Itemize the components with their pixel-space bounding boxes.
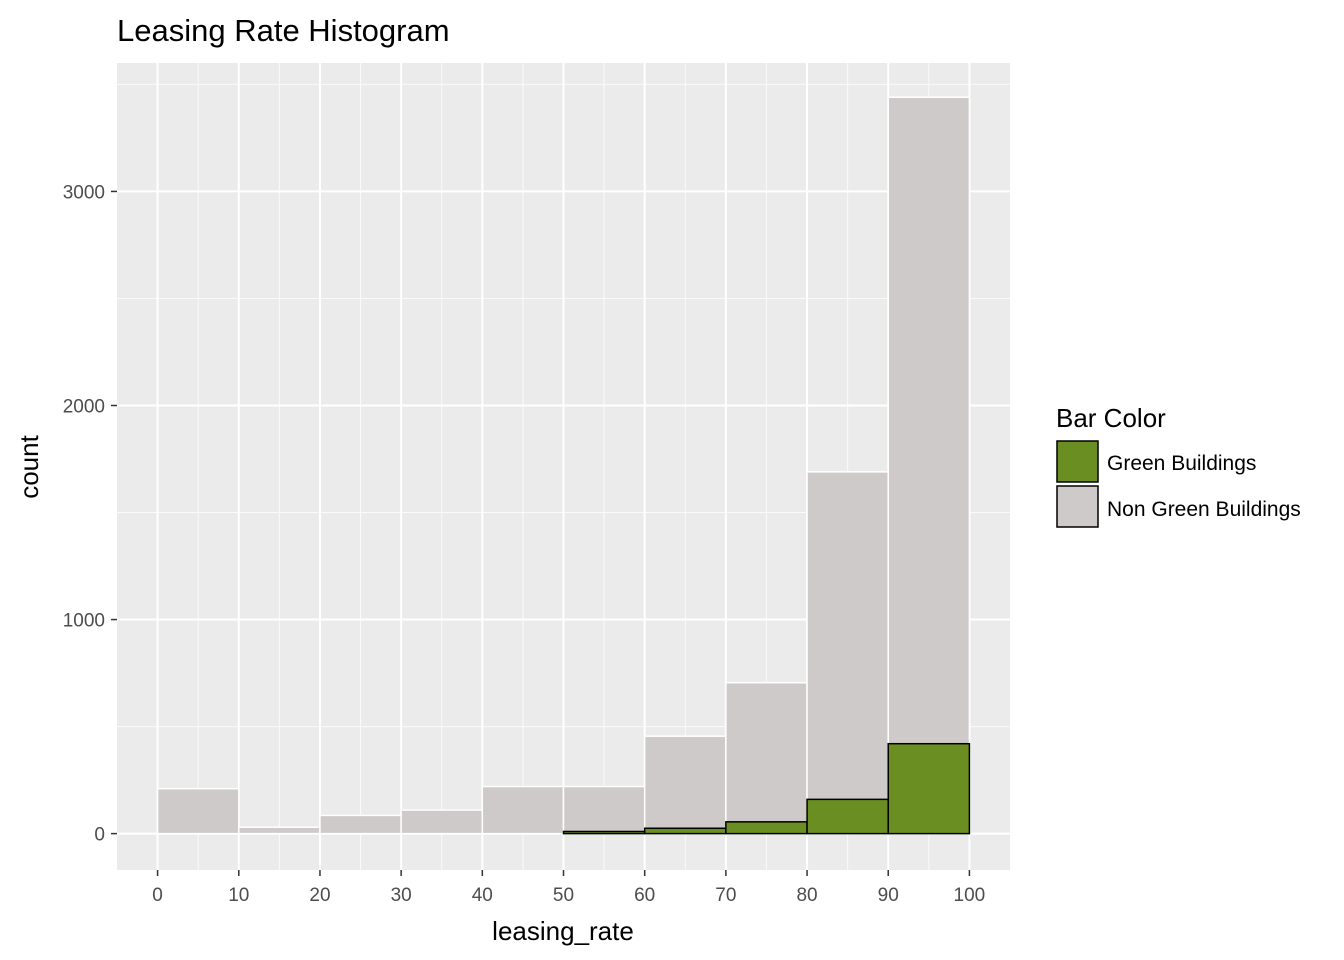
x-tick-label: 70: [715, 885, 736, 906]
x-tick-label: 80: [796, 885, 817, 906]
legend: Bar Color Green Buildings Non Green Buil…: [1056, 403, 1301, 528]
bar-green-buildings: [725, 821, 808, 835]
bar-green-buildings: [806, 798, 889, 835]
bar-non-green-buildings: [481, 785, 565, 835]
bar-non-green-buildings: [806, 471, 889, 835]
legend-key-non-green-buildings: [1056, 485, 1099, 528]
bar-green-buildings: [643, 827, 727, 835]
chart-title: Leasing Rate Histogram: [117, 13, 450, 48]
bar-non-green-buildings: [319, 814, 402, 835]
y-axis-title: count: [14, 434, 44, 498]
bar-green-buildings: [887, 742, 971, 835]
bar-non-green-buildings: [156, 787, 240, 835]
x-tick-label: 40: [472, 885, 493, 906]
x-tick-label: 0: [152, 885, 163, 906]
bar-non-green-buildings: [562, 785, 646, 835]
bar-non-green-buildings: [238, 826, 321, 835]
legend-label-green-buildings: Green Buildings: [1107, 452, 1256, 475]
y-tick-label: 2000: [63, 396, 105, 417]
legend-key-green-buildings: [1056, 440, 1099, 483]
y-tick-label: 1000: [63, 611, 105, 632]
bar-non-green-buildings: [643, 735, 727, 835]
x-tick-label: 90: [878, 885, 899, 906]
x-tick-label: 30: [391, 885, 412, 906]
x-axis: 0 10 20 30 40 50 60 70 80 90 100: [152, 870, 985, 906]
bar-non-green-buildings: [887, 96, 971, 835]
legend-label-non-green-buildings: Non Green Buildings: [1107, 498, 1301, 521]
bar-green-buildings: [562, 830, 646, 835]
x-tick-label: 50: [553, 885, 574, 906]
y-tick-label: 3000: [63, 182, 105, 203]
y-axis: 0 1000 2000 3000: [63, 182, 117, 846]
bars-green-buildings: [562, 742, 971, 835]
x-axis-title: leasing_rate: [492, 916, 634, 946]
x-tick-label: 10: [228, 885, 249, 906]
legend-title: Bar Color: [1056, 403, 1166, 433]
y-tick-label: 0: [94, 825, 105, 846]
bar-non-green-buildings: [400, 809, 484, 835]
x-tick-label: 20: [309, 885, 330, 906]
x-tick-label: 60: [634, 885, 655, 906]
x-tick-label: 100: [954, 885, 986, 906]
bar-non-green-buildings: [725, 681, 808, 835]
bars-non-green-buildings: [156, 96, 971, 835]
